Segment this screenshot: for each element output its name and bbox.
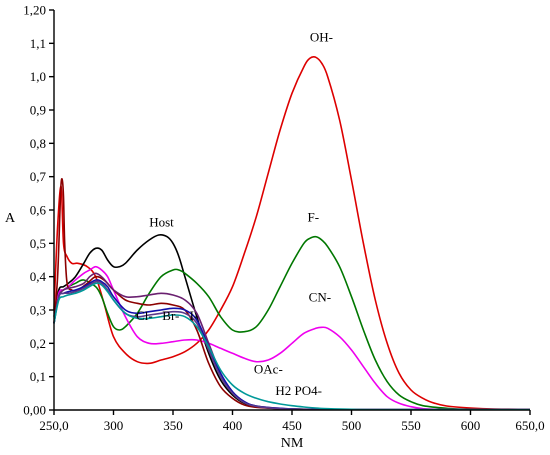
y-tick-label: 1,0 xyxy=(30,69,46,84)
x-tick-label: 300 xyxy=(104,418,124,433)
x-tick-label: 350 xyxy=(163,418,183,433)
x-tick-label: 450 xyxy=(282,418,302,433)
x-tick-label: 600 xyxy=(461,418,481,433)
series-line-7 xyxy=(53,280,530,411)
x-tick-label: 250,0 xyxy=(39,418,68,433)
series-line-2 xyxy=(53,235,531,411)
annotation-label: Host xyxy=(149,215,174,230)
annotation-label: F- xyxy=(307,210,319,225)
series-layer xyxy=(53,56,531,411)
y-tick-label: 0,3 xyxy=(30,303,46,318)
series-line-8 xyxy=(53,282,530,411)
annotation-label: OAc- xyxy=(254,361,283,376)
y-axis-label: A xyxy=(5,211,16,226)
y-tick-label: 0,8 xyxy=(30,136,46,151)
series-line-4 xyxy=(53,177,530,411)
series-line-3 xyxy=(53,265,530,411)
y-tick-label: 1,1 xyxy=(30,36,46,51)
y-tick-label: 0,2 xyxy=(30,336,46,351)
y-tick-label: 0,5 xyxy=(30,236,46,251)
annotation-label: Cl- xyxy=(136,308,153,323)
x-tick-label: 550 xyxy=(401,418,421,433)
annotation-label: CN- xyxy=(309,290,331,305)
annotations: OH- Host F- CN- Cl- Br- I- OAc- H2 PO4- xyxy=(136,30,333,398)
y-tick-label: 0,1 xyxy=(30,369,46,384)
annotation-label: H2 PO4- xyxy=(275,383,322,398)
y-tick-label: 0,7 xyxy=(30,169,47,184)
x-tick-labels: 250,0 300 350 400 450 500 550 600 650,0 xyxy=(39,410,545,433)
x-axis-label: NM xyxy=(281,436,304,451)
annotation-label: Br- xyxy=(162,308,179,323)
y-tick-label: 0,4 xyxy=(30,269,47,284)
y-tick-label: 0,00 xyxy=(23,403,46,418)
annotation-label: I- xyxy=(190,308,199,323)
x-tick-label: 650,0 xyxy=(515,418,544,433)
axes-layer xyxy=(53,10,530,411)
y-tick-label: 1,20 xyxy=(23,3,46,18)
y-tick-label: 0,9 xyxy=(30,103,46,118)
series-line-0 xyxy=(53,56,531,411)
y-tick-label: 0,6 xyxy=(30,203,47,218)
annotation-label: OH- xyxy=(310,30,333,45)
x-tick-label: 500 xyxy=(342,418,362,433)
y-tick-labels: 0,00 0,1 0,2 0,3 0,4 0,5 0,6 0,7 0,8 0,9 1,0 1,1 1,2… xyxy=(23,3,54,418)
x-tick-label: 400 xyxy=(223,418,243,433)
